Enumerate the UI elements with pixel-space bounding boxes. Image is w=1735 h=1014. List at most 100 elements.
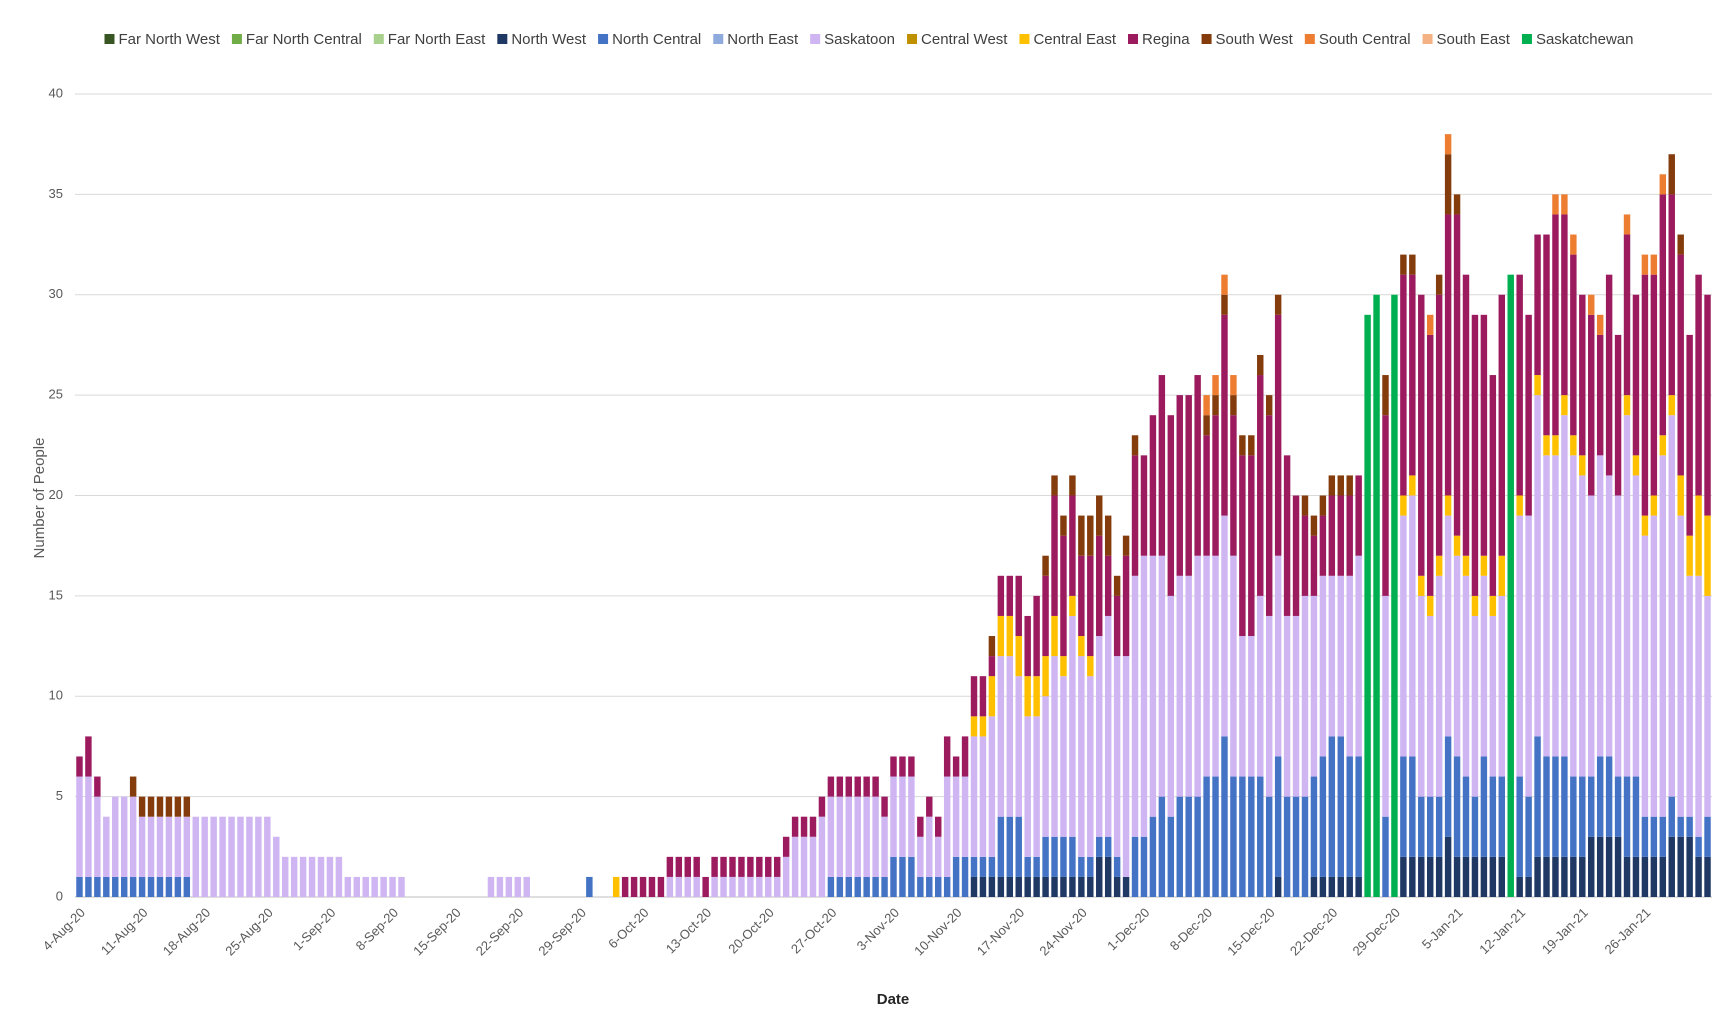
bar-segment	[1203, 555, 1210, 777]
bar-segment	[1042, 836, 1049, 877]
bar-segment	[1480, 575, 1488, 757]
bar-segment	[1292, 796, 1300, 897]
bar-segment	[1704, 595, 1711, 817]
bar-segment	[836, 876, 844, 897]
bar-segment	[1060, 535, 1067, 657]
bar-segment	[1346, 756, 1353, 877]
bar-segment	[1283, 455, 1291, 616]
y-tick-label: 0	[56, 888, 63, 903]
bar-segment	[1471, 595, 1479, 616]
bar-segment	[1471, 314, 1479, 596]
bar-segment	[738, 856, 745, 877]
bar-segment	[1122, 535, 1130, 556]
bar-segment	[1265, 395, 1273, 416]
bar-segment	[120, 796, 128, 877]
bar-segment	[881, 876, 888, 897]
legend-label: Central East	[1033, 31, 1116, 48]
bar-segment	[1024, 676, 1031, 717]
bar-segment	[1176, 395, 1183, 576]
bar-segment	[1319, 756, 1327, 877]
bar-segment	[1605, 756, 1613, 837]
bar-segment	[1087, 555, 1094, 657]
bar-segment	[729, 856, 736, 877]
bar-segment	[1158, 555, 1166, 797]
bar-segment	[1274, 555, 1282, 757]
bar-segment	[1695, 836, 1702, 857]
bar-segment	[156, 876, 164, 897]
bar-segment	[1140, 455, 1148, 556]
bar-segment	[1060, 676, 1067, 837]
bar-segment	[729, 876, 736, 897]
bar-segment	[1686, 535, 1693, 576]
bar-segment	[1104, 836, 1112, 857]
bar-segment	[657, 876, 665, 897]
bar-segment	[1194, 555, 1201, 797]
bar-segment	[1543, 455, 1550, 757]
bar-segment	[1176, 796, 1183, 897]
bar-segment	[791, 816, 799, 837]
bar-segment	[1167, 415, 1175, 596]
bar-segment	[353, 876, 360, 897]
bar-segment	[1418, 575, 1425, 596]
bar-segment	[129, 776, 137, 797]
bar-segment	[1006, 656, 1014, 817]
bar-segment	[1471, 856, 1479, 897]
bar-segment	[1212, 395, 1219, 416]
bar-segment	[1078, 856, 1085, 877]
bar-segment	[872, 876, 879, 897]
bar-segment	[1498, 776, 1506, 857]
bar-segment	[1650, 495, 1658, 516]
bar-segment	[1265, 796, 1273, 897]
bar-segment	[1427, 595, 1434, 616]
bar-segment	[1087, 676, 1094, 857]
bar-segment	[1069, 836, 1076, 877]
bar-segment	[765, 856, 772, 877]
bar-segment	[1471, 796, 1479, 857]
bar-segment	[326, 856, 334, 897]
bar-segment	[1400, 495, 1407, 516]
bar-segment	[1435, 856, 1443, 897]
bar-segment	[917, 836, 924, 877]
bar-segment	[147, 796, 155, 817]
bar-segment	[192, 816, 199, 897]
bar-segment	[1641, 856, 1649, 897]
bar-segment	[514, 876, 522, 897]
bar-segment	[1400, 274, 1407, 496]
bar-segment	[1104, 555, 1112, 616]
bar-segment	[854, 876, 861, 897]
bar-segment	[299, 856, 307, 897]
bar-segment	[1122, 876, 1130, 897]
bar-segment	[1113, 876, 1121, 897]
bar-segment	[988, 716, 996, 857]
bar-segment	[1158, 375, 1166, 556]
bar-segment	[1650, 515, 1658, 817]
legend: Far North West Far North Central Far North…	[104, 31, 1634, 48]
bar-segment	[943, 876, 951, 897]
bar-segment	[988, 856, 996, 877]
y-tick-label: 20	[49, 487, 63, 502]
bar-segment	[1301, 796, 1309, 897]
bar-segment	[1462, 575, 1470, 777]
bar-segment	[1024, 615, 1031, 677]
bar-segment	[1113, 856, 1121, 877]
bar-segment	[791, 836, 799, 897]
bar-segment	[273, 836, 280, 897]
bar-segment	[1167, 816, 1175, 897]
bar-segment	[720, 856, 727, 877]
bar-segment	[1525, 876, 1532, 897]
bar-segment	[1060, 515, 1067, 536]
bar-segment	[1516, 776, 1523, 877]
bar-segment	[1248, 636, 1255, 777]
bar-segment	[85, 876, 92, 897]
bar-segment	[1096, 495, 1103, 536]
legend-item: Far North West	[104, 31, 221, 48]
bar-segment	[845, 796, 852, 877]
bar-segment	[952, 776, 960, 857]
bar-segment	[979, 876, 987, 897]
bar-segment	[979, 856, 987, 877]
bar-segment	[1498, 294, 1506, 556]
bar-segment	[970, 736, 978, 857]
bar-segment	[112, 876, 119, 897]
bar-segment	[1561, 194, 1568, 215]
